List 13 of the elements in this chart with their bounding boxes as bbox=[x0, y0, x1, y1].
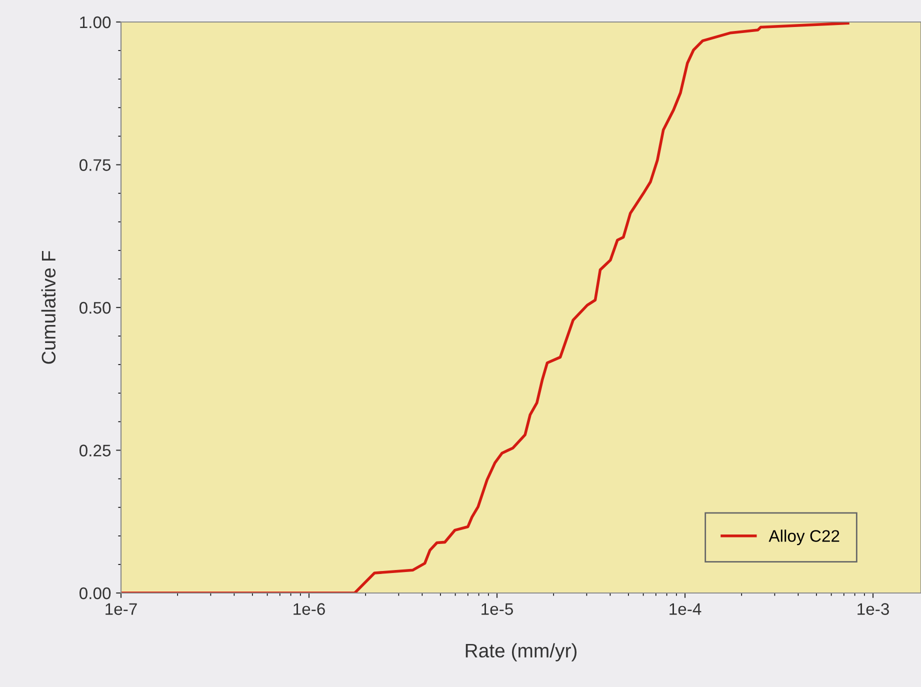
y-tick-label: 0.75 bbox=[79, 159, 111, 171]
y-tick-label: 0.00 bbox=[79, 587, 111, 600]
x-tick-label: 1e-3 bbox=[858, 603, 889, 615]
y-tick-label: 0.25 bbox=[79, 444, 111, 456]
x-axis-title: Rate (mm/yr) bbox=[466, 643, 577, 662]
x-tick-label: 1e-7 bbox=[106, 603, 137, 615]
x-tick-label: 1e-5 bbox=[482, 603, 513, 615]
x-tick-label: 1e-4 bbox=[670, 603, 702, 615]
x-tick-label: 1e-6 bbox=[294, 603, 325, 615]
y-axis-title: Cumulative F bbox=[41, 251, 56, 364]
legend-label: Alloy C22 bbox=[768, 530, 840, 546]
y-tick-label: 0.50 bbox=[79, 302, 111, 314]
y-tick-label: 1.00 bbox=[80, 16, 111, 28]
